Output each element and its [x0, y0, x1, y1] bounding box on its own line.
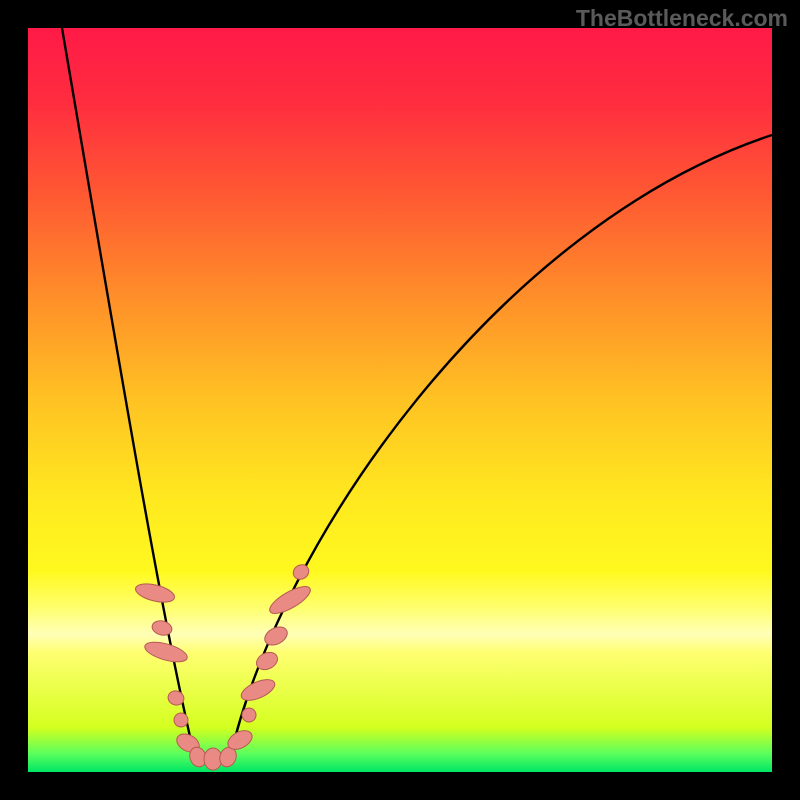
bottleneck-chart: TheBottleneck.com [0, 0, 800, 800]
plot-area [28, 28, 772, 772]
watermark-text: TheBottleneck.com [576, 5, 788, 31]
